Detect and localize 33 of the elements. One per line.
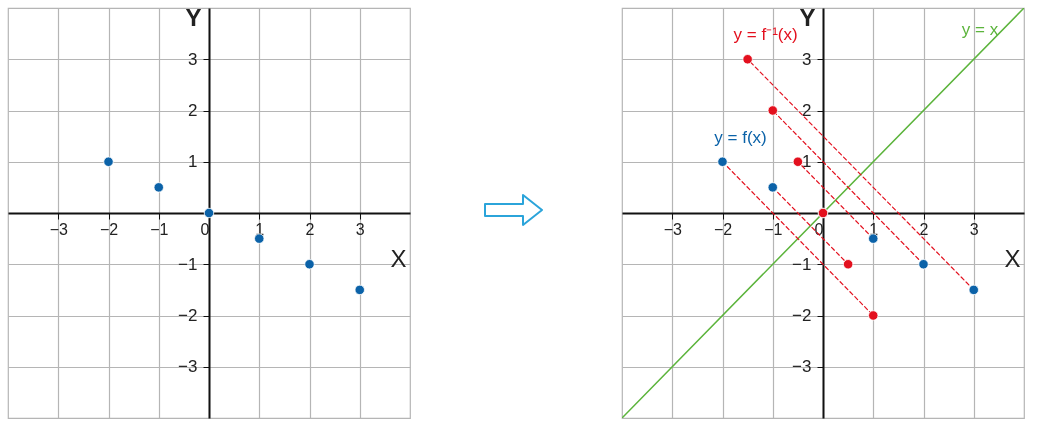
y-tick-label: −2	[178, 306, 198, 325]
y-tick-label: 3	[802, 49, 812, 69]
y-tick-label: 2	[188, 101, 198, 120]
y-tick-label: 2	[802, 101, 812, 120]
x-axis-title: X	[1004, 244, 1021, 272]
y-tick-label: 1	[188, 152, 198, 172]
y-axis-title: Y	[185, 3, 202, 31]
y-tick-label: 3	[188, 49, 198, 69]
y-tick-label: 1	[802, 152, 812, 172]
x-tick-label: 2	[305, 220, 315, 238]
y-tick-label: −3	[178, 357, 198, 377]
x-tick-label: 1	[255, 220, 265, 238]
x-tick-label: 0	[814, 220, 824, 238]
y-tick-label: −3	[792, 357, 812, 377]
x-tick-label: 3	[969, 220, 979, 238]
x-tick-label: −3	[49, 220, 68, 238]
x-tick-label: −2	[713, 220, 733, 238]
x-tick-label: −1	[764, 220, 783, 238]
x-tick-label: 1	[869, 220, 879, 238]
x-tick-label: −2	[99, 220, 119, 238]
x-tick-label: −1	[150, 220, 169, 238]
x-tick-label: 0	[200, 220, 210, 238]
series-label: y = f⁻¹(x)	[733, 25, 798, 45]
series-label: y = f(x)	[714, 127, 767, 147]
y-tick-label: −1	[792, 254, 812, 274]
series-label: y = x	[961, 20, 999, 39]
y-tick-label: −2	[792, 306, 812, 325]
x-tick-label: 3	[355, 220, 365, 238]
x-tick-label: 2	[919, 220, 929, 238]
y-tick-label: −1	[178, 254, 198, 274]
y-axis-title: Y	[799, 3, 816, 31]
x-tick-label: −3	[663, 220, 682, 238]
x-axis-title: X	[390, 244, 407, 272]
